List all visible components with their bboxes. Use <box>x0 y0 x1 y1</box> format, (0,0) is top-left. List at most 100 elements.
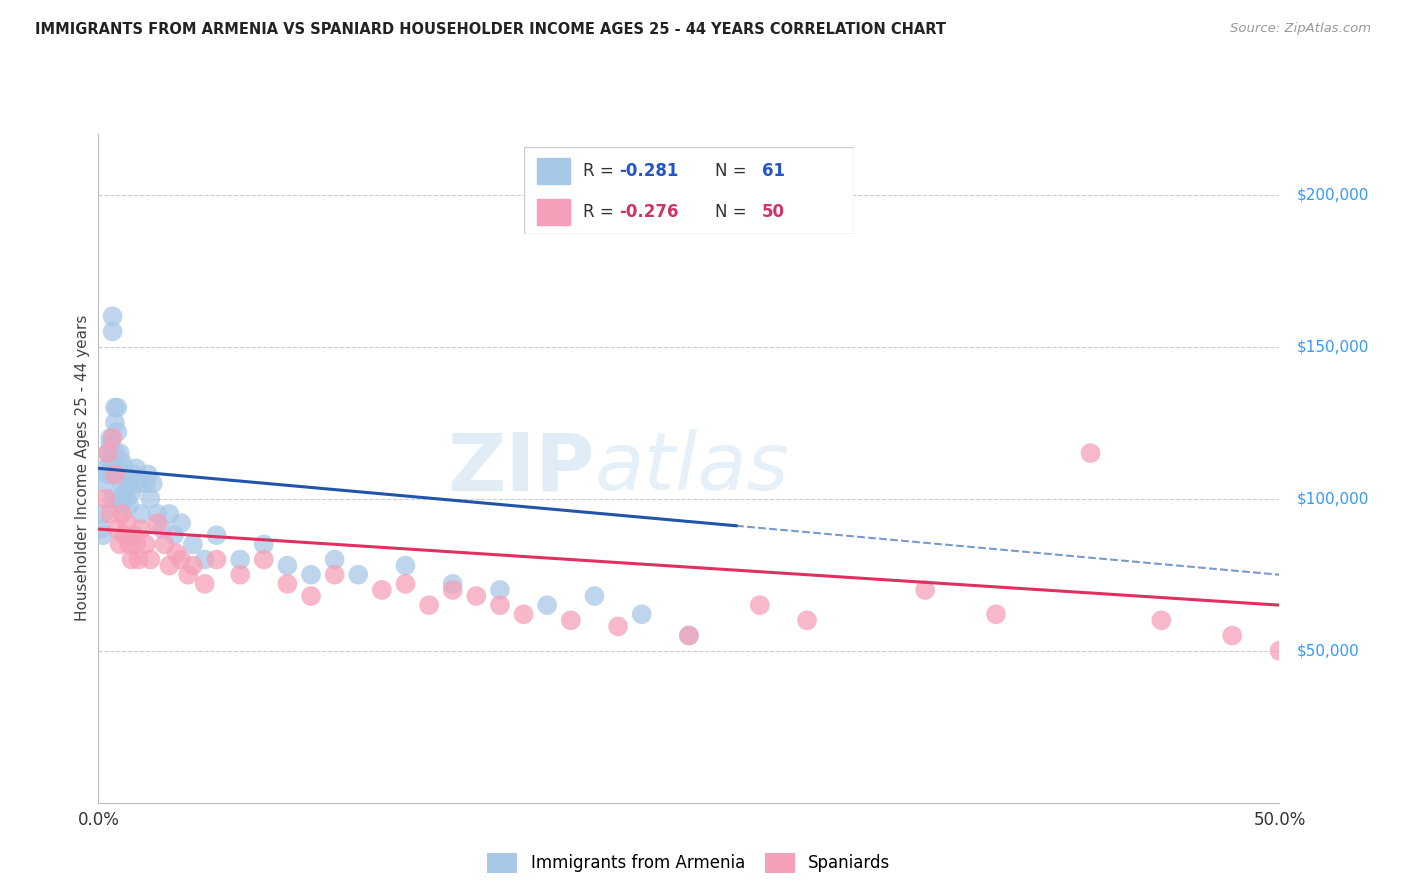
Y-axis label: Householder Income Ages 25 - 44 years: Householder Income Ages 25 - 44 years <box>75 315 90 622</box>
FancyBboxPatch shape <box>523 147 855 235</box>
Point <box>105 522 128 536</box>
Point <box>1080 446 1102 460</box>
Point <box>101 431 124 445</box>
Point <box>181 537 204 551</box>
Text: R =: R = <box>583 161 619 179</box>
Point <box>129 522 152 536</box>
Point <box>112 528 135 542</box>
Point <box>112 461 135 475</box>
Point <box>418 598 440 612</box>
Text: $100,000: $100,000 <box>1298 491 1369 506</box>
Point <box>101 310 124 324</box>
Text: $150,000: $150,000 <box>1298 339 1369 354</box>
Point <box>128 552 150 566</box>
Text: Source: ZipAtlas.com: Source: ZipAtlas.com <box>1230 22 1371 36</box>
Point <box>560 613 582 627</box>
Point <box>1220 628 1243 642</box>
Point <box>678 628 700 642</box>
Point <box>125 537 148 551</box>
Text: N =: N = <box>716 203 752 221</box>
Point <box>108 446 131 460</box>
Point <box>276 558 298 573</box>
Point <box>136 467 159 482</box>
Point <box>101 491 124 506</box>
Point <box>105 461 128 475</box>
Point <box>394 577 416 591</box>
Point <box>94 491 117 506</box>
Point <box>146 516 169 530</box>
Text: -0.276: -0.276 <box>620 203 679 221</box>
Point <box>98 437 121 451</box>
Point <box>394 558 416 573</box>
Point <box>229 552 252 566</box>
Point <box>1150 613 1173 627</box>
Point <box>125 461 148 475</box>
Point <box>512 607 534 622</box>
Point <box>111 455 134 469</box>
Point <box>177 567 200 582</box>
Text: atlas: atlas <box>595 429 789 508</box>
Point <box>118 476 141 491</box>
Point <box>105 401 128 415</box>
Point <box>97 467 120 482</box>
Point <box>139 552 162 566</box>
Text: IMMIGRANTS FROM ARMENIA VS SPANIARD HOUSEHOLDER INCOME AGES 25 - 44 YEARS CORREL: IMMIGRANTS FROM ARMENIA VS SPANIARD HOUS… <box>35 22 946 37</box>
Point <box>253 552 276 566</box>
Point <box>104 416 127 430</box>
Point <box>115 516 138 530</box>
Point <box>90 522 112 536</box>
Point <box>115 467 138 482</box>
Text: $200,000: $200,000 <box>1298 187 1369 202</box>
Point <box>347 567 370 582</box>
Point <box>796 613 818 627</box>
Point <box>163 528 186 542</box>
Point <box>607 619 630 633</box>
Point <box>229 567 252 582</box>
Point <box>97 446 120 460</box>
Point <box>94 461 117 475</box>
Point <box>465 589 488 603</box>
Point <box>984 607 1007 622</box>
Text: 50: 50 <box>762 203 785 221</box>
Point <box>98 507 121 521</box>
Point <box>536 598 558 612</box>
Point <box>121 485 143 500</box>
Point <box>98 431 121 445</box>
Point <box>112 485 135 500</box>
Point <box>299 567 322 582</box>
Point <box>153 537 176 551</box>
Point <box>276 577 298 591</box>
Point <box>104 446 127 460</box>
Point <box>98 455 121 469</box>
Point <box>108 491 131 506</box>
Point <box>371 582 394 597</box>
Point <box>118 537 141 551</box>
Point <box>122 467 145 482</box>
Point <box>170 516 193 530</box>
Point <box>1268 644 1291 658</box>
Point <box>914 582 936 597</box>
Point <box>150 522 173 536</box>
Point <box>205 528 228 542</box>
Point <box>146 507 169 521</box>
Text: ZIP: ZIP <box>447 429 595 508</box>
Point <box>135 476 157 491</box>
Point <box>441 582 464 597</box>
Point <box>630 607 652 622</box>
Point <box>205 552 228 566</box>
Text: $50,000: $50,000 <box>1298 643 1360 658</box>
Point <box>170 552 193 566</box>
Point <box>139 491 162 506</box>
Point <box>104 467 127 482</box>
Point <box>181 558 204 573</box>
Point <box>111 498 134 512</box>
Point <box>142 476 165 491</box>
Point <box>101 325 124 339</box>
Text: 61: 61 <box>762 161 785 179</box>
Point <box>94 476 117 491</box>
Point <box>441 577 464 591</box>
Point <box>135 537 157 551</box>
Point <box>115 491 138 506</box>
Point <box>299 589 322 603</box>
Point <box>748 598 770 612</box>
